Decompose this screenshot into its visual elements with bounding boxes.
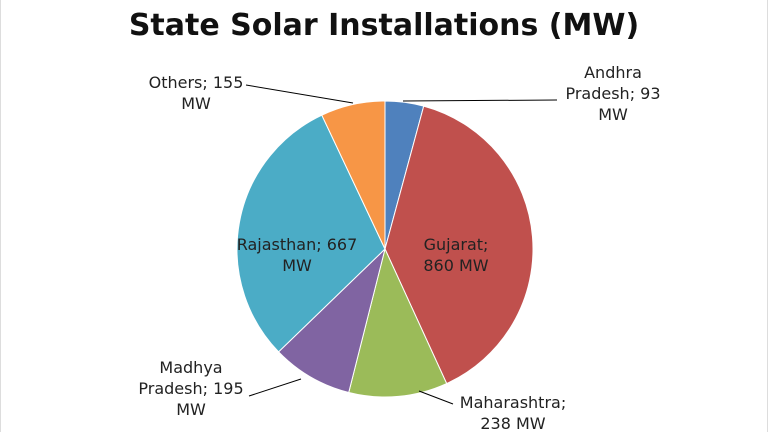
leader-line: [248, 378, 302, 397]
pie-slice: [236, 114, 386, 353]
leader-line: [402, 99, 558, 102]
pie-slice: [348, 247, 448, 398]
data-label: Andhra Pradesh; 93 MW: [565, 63, 661, 124]
pie-slice: [321, 100, 386, 250]
pie-slice: [277, 247, 386, 394]
data-label: Gujarat; 860 MW: [423, 235, 489, 275]
data-label: Rajasthan; 667 MW: [236, 235, 358, 275]
data-label: Maharashtra; 238 MW: [459, 393, 567, 432]
data-label: Others; 155 MW: [148, 73, 244, 113]
chart-title: State Solar Installations (MW): [128, 8, 640, 43]
leader-line: [418, 390, 454, 405]
leader-line: [245, 84, 354, 104]
pie-slice: [384, 105, 534, 385]
data-label: Madhya Pradesh; 195 MW: [138, 358, 244, 419]
